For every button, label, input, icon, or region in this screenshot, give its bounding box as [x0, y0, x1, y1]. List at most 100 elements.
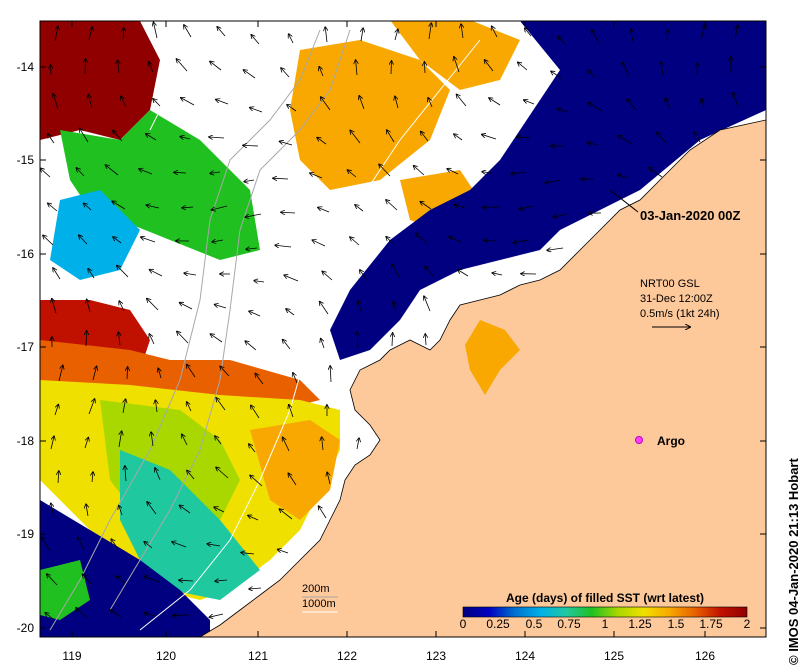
- current-arrow: [176, 59, 188, 72]
- current-arrow: [424, 296, 431, 312]
- legend-tick: 1.25: [628, 617, 652, 631]
- current-arrow: [119, 431, 122, 448]
- current-arrow: [210, 61, 222, 71]
- current-arrow: [209, 613, 224, 617]
- current-arrow: [149, 62, 154, 73]
- current-arrow: [250, 108, 263, 113]
- current-arrow: [355, 205, 364, 212]
- current-arrow: [54, 405, 58, 416]
- current-arrow: [387, 130, 395, 143]
- current-arrow: [149, 334, 155, 345]
- current-arrow: [421, 132, 429, 142]
- lat-tick-label: -17: [17, 340, 35, 354]
- argo-label: Argo: [657, 434, 685, 448]
- current-arrow: [251, 35, 260, 45]
- current-arrow: [454, 57, 460, 73]
- contour-200-label: 200m: [302, 583, 330, 595]
- current-arrow: [484, 240, 496, 241]
- current-arrow: [454, 134, 463, 141]
- current-arrow: [293, 373, 298, 384]
- latitude-labels: -14 -15 -16 -17 -18 -19 -20: [17, 60, 35, 635]
- current-arrow: [330, 366, 331, 383]
- current-arrow: [284, 275, 299, 282]
- current-arrow: [174, 172, 187, 173]
- current-arrow: [281, 68, 290, 78]
- current-arrow: [118, 60, 119, 74]
- current-arrow: [254, 281, 265, 282]
- current-arrow: [47, 574, 58, 586]
- current-arrow: [281, 212, 296, 213]
- current-arrow: [322, 437, 323, 451]
- current-arrow: [649, 168, 663, 178]
- current-arrow: [45, 613, 54, 620]
- current-arrow: [395, 29, 398, 41]
- legend-title: Age (days) of filled SST (wrt latest): [506, 591, 704, 605]
- current-arrow: [735, 25, 738, 40]
- current-arrow: [125, 466, 126, 482]
- current-arrow: [356, 60, 357, 76]
- current-arrow: [245, 213, 262, 217]
- current-arrow: [327, 472, 330, 485]
- current-arrow: [279, 509, 293, 520]
- current-arrow: [733, 93, 739, 108]
- current-arrow: [54, 26, 58, 42]
- current-arrow: [155, 468, 161, 481]
- current-arrow: [173, 615, 190, 616]
- current-arrow: [360, 270, 367, 280]
- current-arrow: [379, 164, 391, 177]
- current-arrow: [482, 134, 497, 140]
- current-arrow: [84, 203, 92, 211]
- current-arrow: [250, 475, 263, 487]
- current-arrow: [251, 405, 260, 419]
- current-arrow: [255, 374, 264, 385]
- current-arrow: [184, 273, 197, 275]
- current-arrow: [51, 503, 55, 518]
- current-arrow: [551, 71, 562, 79]
- wind-scale-label: 0.5m/s (1kt 24h): [640, 308, 719, 320]
- current-arrow: [121, 96, 127, 108]
- current-arrow: [146, 134, 157, 141]
- current-arrow: [283, 437, 290, 452]
- current-arrow: [92, 472, 93, 483]
- current-arrow: [622, 63, 630, 77]
- current-arrow: [53, 94, 59, 110]
- current-arrow: [214, 507, 225, 513]
- current-arrow: [545, 179, 561, 183]
- current-arrow: [425, 266, 435, 278]
- current-arrow: [630, 29, 633, 43]
- current-arrow: [414, 166, 425, 176]
- current-arrow: [184, 25, 192, 38]
- current-arrow: [588, 103, 603, 112]
- current-arrow: [482, 172, 493, 173]
- current-arrow: [112, 201, 126, 210]
- current-arrow: [243, 145, 259, 146]
- map-frame: [39, 20, 767, 638]
- current-arrow: [215, 305, 227, 309]
- current-arrow: [280, 141, 293, 146]
- lat-tick-label: -16: [17, 247, 35, 261]
- current-arrow: [80, 128, 89, 143]
- lat-tick-label: -20: [17, 621, 35, 635]
- current-arrow: [244, 180, 255, 182]
- current-arrow: [386, 237, 394, 245]
- current-arrow: [153, 99, 161, 107]
- lon-tick-label: 123: [426, 649, 446, 663]
- legend-tick: 0.75: [557, 617, 581, 631]
- current-arrow: [273, 178, 289, 179]
- current-vectors: [40, 22, 739, 620]
- current-arrow: [392, 333, 393, 347]
- current-arrow: [58, 365, 63, 382]
- current-arrow: [627, 99, 637, 111]
- current-arrow: [217, 27, 226, 37]
- current-arrow: [325, 27, 327, 43]
- current-arrow: [588, 70, 596, 78]
- axis-ticks: [40, 21, 766, 637]
- current-arrow: [694, 132, 701, 143]
- current-arrow: [420, 202, 432, 210]
- current-arrow: [485, 60, 494, 72]
- current-arrow: [187, 471, 195, 480]
- current-arrow: [117, 266, 129, 278]
- current-arrow: [220, 366, 230, 377]
- current-arrow: [278, 549, 289, 554]
- current-arrow: [492, 273, 503, 275]
